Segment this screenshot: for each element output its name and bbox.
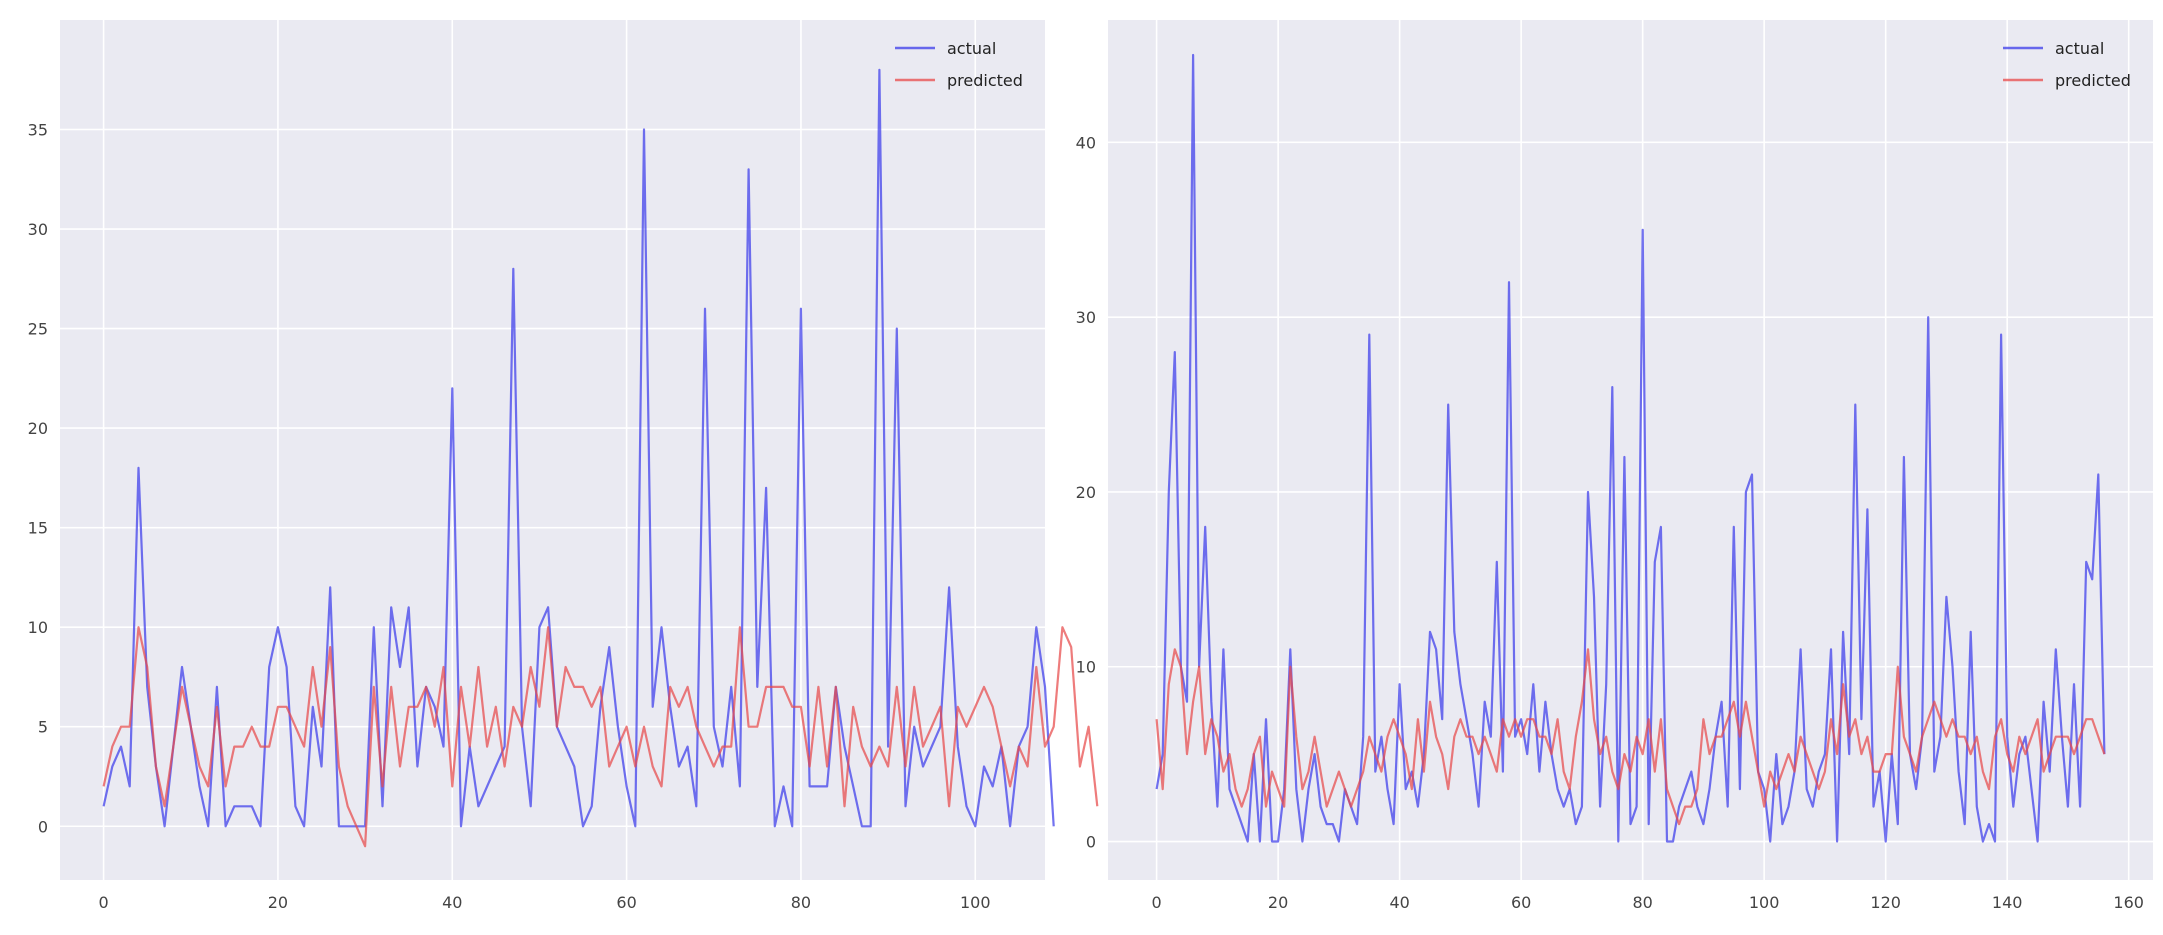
legend-label-actual: actual <box>2055 39 2104 58</box>
chart-panel-2: 0 20 40 60 80 100 120 140 160 0 10 20 30 40 actual pred… <box>1076 20 2153 912</box>
x-tick-label: 60 <box>616 893 636 912</box>
x-tick-label: 0 <box>98 893 108 912</box>
y-tick-label: 30 <box>28 220 48 239</box>
x-tick-label: 0 <box>1152 893 1162 912</box>
series-line-predicted <box>102 626 1099 848</box>
y-tick-label: 15 <box>28 519 48 538</box>
y-tick-label: 20 <box>1076 483 1096 502</box>
x-tick-label: 100 <box>1749 893 1780 912</box>
legend-label-actual: actual <box>947 39 996 58</box>
x-tick-label: 120 <box>1870 893 1901 912</box>
chart-panel-1: 0 20 40 60 80 10005101520253035actualpredicte… <box>28 20 1099 912</box>
series-line-predicted <box>1155 648 2106 826</box>
y-tick-label: 10 <box>1076 658 1096 677</box>
series-line-actual <box>102 68 1055 828</box>
x-tick-label: 80 <box>1632 893 1652 912</box>
x-tick-label: 80 <box>791 893 811 912</box>
plot-background <box>1108 20 2153 880</box>
y-tick-label: 40 <box>1076 133 1096 152</box>
x-tick-label: 20 <box>1268 893 1288 912</box>
y-tick-label: 0 <box>38 817 48 836</box>
y-tick-label: 20 <box>28 419 48 438</box>
x-tick-label: 140 <box>1992 893 2023 912</box>
x-tick-label: 60 <box>1511 893 1531 912</box>
y-tick-label: 5 <box>38 718 48 737</box>
y-tick-label: 30 <box>1076 308 1096 327</box>
legend-label-predicted: predicted <box>947 71 1023 90</box>
y-tick-label: 35 <box>28 120 48 139</box>
y-tick-label: 10 <box>28 618 48 637</box>
x-tick-label: 100 <box>960 893 991 912</box>
y-tick-label: 25 <box>28 320 48 339</box>
x-tick-label: 160 <box>2113 893 2144 912</box>
x-tick-label: 40 <box>442 893 462 912</box>
x-tick-label: 20 <box>268 893 288 912</box>
x-tick-label: 40 <box>1389 893 1409 912</box>
y-tick-label: 0 <box>1086 833 1096 852</box>
series-line-actual <box>1155 53 2106 843</box>
plot-background <box>60 20 1045 880</box>
legend-label-predicted: predicted <box>2055 71 2131 90</box>
